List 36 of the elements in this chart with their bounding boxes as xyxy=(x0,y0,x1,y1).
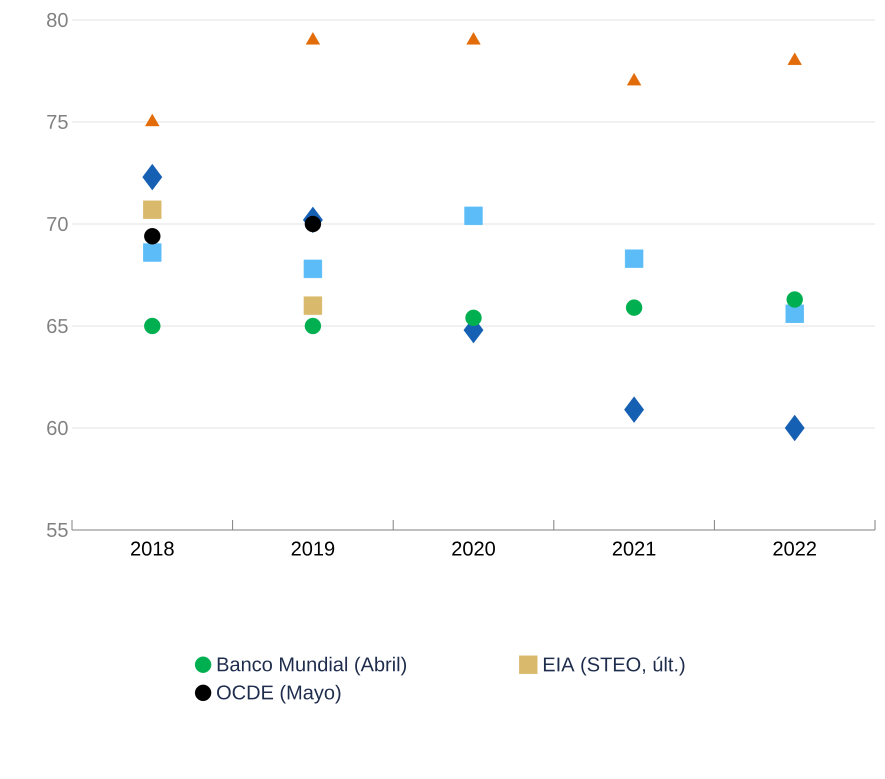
point xyxy=(142,164,162,190)
point xyxy=(465,310,482,326)
point xyxy=(626,72,642,86)
point xyxy=(304,318,322,334)
x-tick-label: 2019 xyxy=(292,542,334,556)
point xyxy=(144,318,161,334)
point xyxy=(624,396,644,423)
x-tick-label: 2020 xyxy=(452,542,495,556)
point xyxy=(304,216,322,232)
legend-label: Banco Mundial (Abril) xyxy=(218,656,406,676)
point xyxy=(143,200,162,219)
point xyxy=(145,114,160,126)
point xyxy=(306,32,320,45)
x-tick-label: 2021 xyxy=(612,542,656,556)
y-tick-label: 80 xyxy=(47,12,68,28)
y-tick-label: 55 xyxy=(47,523,68,537)
point xyxy=(144,228,161,244)
legend-label: OCDE (Mayo) xyxy=(217,684,340,704)
point xyxy=(304,260,322,278)
point xyxy=(466,32,481,45)
point xyxy=(143,243,162,262)
x-tick-label: 2022 xyxy=(773,542,816,556)
y-tick-label: 70 xyxy=(47,216,68,232)
y-tick-label: 65 xyxy=(47,318,68,334)
point xyxy=(304,296,322,315)
point xyxy=(786,291,803,308)
y-tick-label: 60 xyxy=(47,420,68,436)
point xyxy=(788,52,802,65)
x-tick-label: 2018 xyxy=(131,542,174,556)
point xyxy=(786,304,804,323)
point xyxy=(626,299,642,316)
point xyxy=(784,414,805,442)
legend-label: EIA (STEO, últ.) xyxy=(544,656,684,676)
point xyxy=(464,206,483,226)
point xyxy=(624,249,644,268)
y-tick-label: 75 xyxy=(47,115,68,129)
